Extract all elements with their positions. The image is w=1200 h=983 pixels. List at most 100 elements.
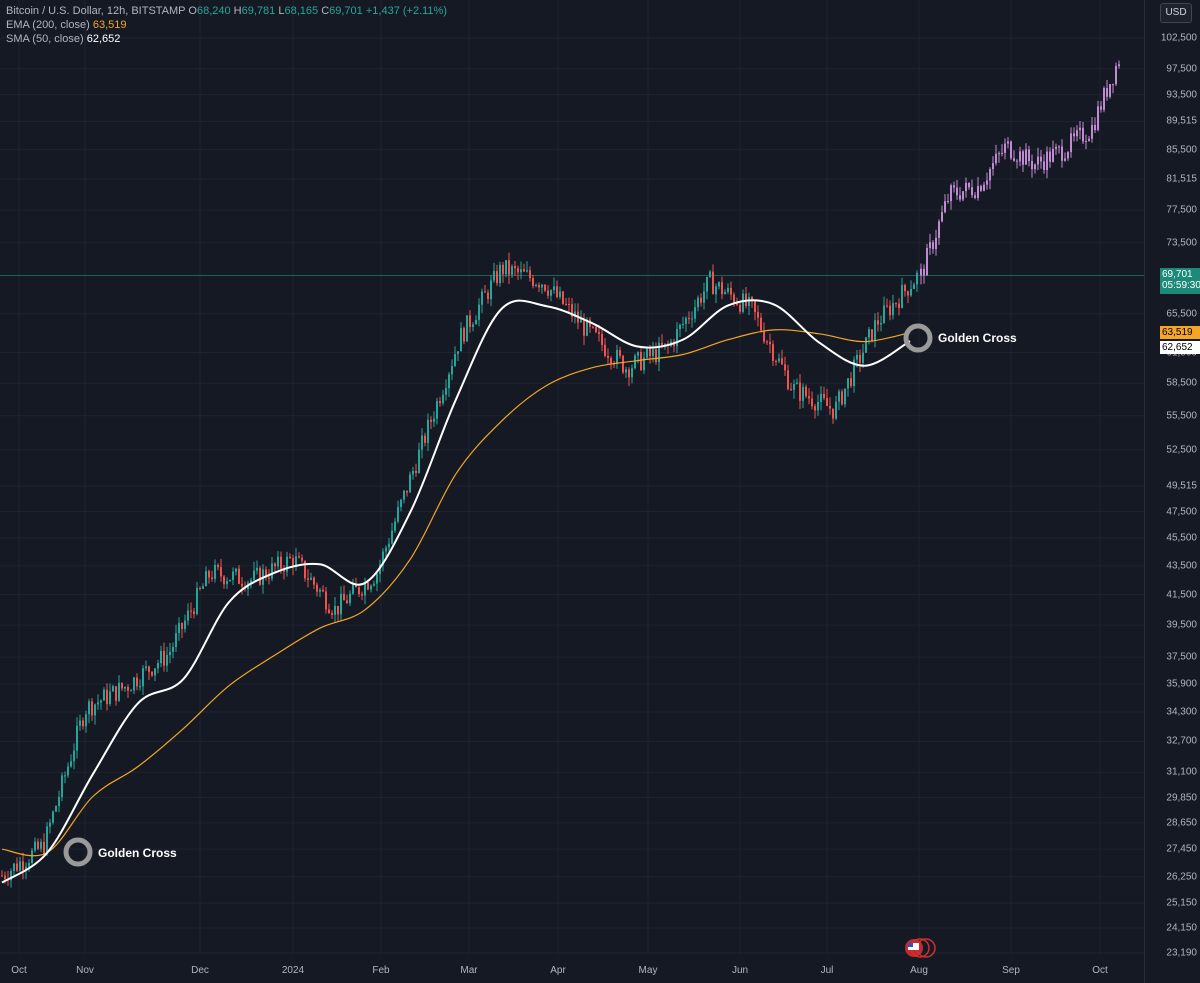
candle-body xyxy=(268,577,270,579)
x-tick-label: Mar xyxy=(460,965,478,976)
candle-body xyxy=(382,551,384,565)
candle-body xyxy=(1028,149,1030,162)
candle-body xyxy=(862,352,864,363)
candle-body xyxy=(223,576,225,585)
candle-body xyxy=(932,242,934,249)
candle-body xyxy=(703,291,705,303)
candle-body xyxy=(706,276,708,292)
candle-body xyxy=(652,349,654,357)
candle-body xyxy=(100,700,102,703)
candle-body xyxy=(475,319,477,325)
candle-body xyxy=(586,319,588,336)
candle-body xyxy=(901,285,903,308)
candle-body xyxy=(850,378,852,387)
candle-body xyxy=(950,185,952,202)
candle-body xyxy=(1061,146,1063,161)
candle-body xyxy=(187,610,189,621)
price-chart[interactable] xyxy=(0,0,1144,983)
high-value: 69,781 xyxy=(241,5,276,17)
candle-body xyxy=(829,405,831,409)
candle-body xyxy=(938,221,940,238)
candle-body xyxy=(721,282,723,295)
candle-body xyxy=(253,570,255,581)
candle-body xyxy=(763,330,765,342)
candle-body xyxy=(454,354,456,367)
candle-body xyxy=(1085,141,1087,143)
candle-body xyxy=(1046,151,1048,170)
candle-body xyxy=(625,369,627,373)
candle-body xyxy=(634,355,636,369)
y-tick-label: 52,500 xyxy=(1166,444,1197,456)
candle-body xyxy=(926,248,928,276)
close-label: C xyxy=(321,5,330,17)
candle-body xyxy=(790,389,792,391)
candle-body xyxy=(58,797,60,807)
candle-body xyxy=(238,568,240,584)
candle-body xyxy=(340,593,342,615)
candle-body xyxy=(1010,141,1012,159)
currency-button[interactable]: USD xyxy=(1160,3,1192,23)
candle-body xyxy=(157,663,159,669)
candle-body xyxy=(355,584,357,588)
price-axis[interactable]: 102,500 97,500 93,500 89,515 85,500 81,515 77,… xyxy=(1144,0,1200,983)
candle-body xyxy=(43,841,45,854)
candle-body xyxy=(112,686,114,692)
candle-body xyxy=(205,571,207,587)
candle-body xyxy=(1118,64,1120,67)
candle-body xyxy=(1055,146,1057,149)
ema-200-line xyxy=(1,329,911,857)
candle-body xyxy=(400,499,402,508)
candle-body xyxy=(751,296,753,302)
candle-body xyxy=(232,571,234,580)
candle-body xyxy=(832,408,834,419)
candle-body xyxy=(739,304,741,312)
sma-legend[interactable]: SMA (50, close) 62,652 xyxy=(6,32,120,46)
high-label: H xyxy=(233,5,242,17)
y-tick-label: 45,500 xyxy=(1166,532,1197,544)
candle-body xyxy=(523,269,525,272)
candle-body xyxy=(556,286,558,297)
candle-body xyxy=(907,291,909,296)
low-label: L xyxy=(278,5,285,17)
candle-body xyxy=(70,761,72,767)
candle-body xyxy=(226,581,228,585)
candle-body xyxy=(607,355,609,358)
candle-body xyxy=(694,307,696,319)
candle-body xyxy=(1052,148,1054,162)
candle-body xyxy=(181,623,183,629)
candle-body xyxy=(214,564,216,579)
candle-body xyxy=(697,297,699,308)
y-tick-label: 29,850 xyxy=(1166,792,1197,804)
candle-body xyxy=(742,293,744,312)
candle-body xyxy=(775,360,777,362)
candle-body xyxy=(977,186,979,198)
y-tick-label: 89,515 xyxy=(1166,115,1197,127)
candle-body xyxy=(202,586,204,589)
candle-body xyxy=(430,419,432,422)
flag-icon[interactable] xyxy=(905,938,936,958)
candle-body xyxy=(631,368,633,378)
candle-body xyxy=(73,750,75,762)
candle-body xyxy=(211,577,213,579)
candle-body xyxy=(370,585,372,590)
candle-body xyxy=(334,605,336,615)
candle-body xyxy=(532,278,534,287)
candle-body xyxy=(959,195,961,200)
y-tick-label: 81,515 xyxy=(1166,173,1197,185)
candle-body xyxy=(457,351,459,355)
ema-legend[interactable]: EMA (200, close) 63,519 xyxy=(6,18,126,32)
candle-body xyxy=(962,191,964,200)
candle-body xyxy=(442,394,444,404)
candle-body xyxy=(292,558,294,567)
candle-body xyxy=(598,332,600,335)
y-tick-label: 26,250 xyxy=(1166,871,1197,883)
candle-body xyxy=(541,284,543,288)
candle-body xyxy=(619,350,621,356)
candle-body xyxy=(968,182,970,188)
candle-body xyxy=(856,354,858,360)
candle-body xyxy=(265,569,267,578)
y-tick-label: 49,515 xyxy=(1166,480,1197,492)
candle-body xyxy=(130,690,132,692)
symbol-name[interactable]: Bitcoin / U.S. Dollar, 12h, BITSTAMP xyxy=(6,5,186,17)
candle-body xyxy=(526,270,528,272)
